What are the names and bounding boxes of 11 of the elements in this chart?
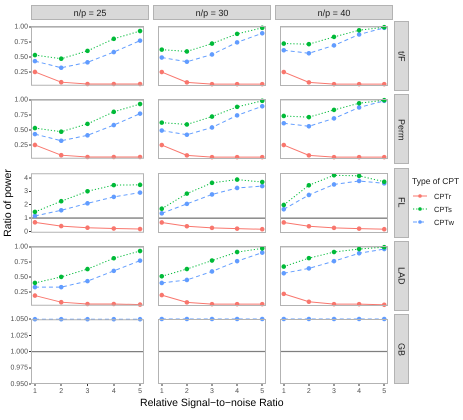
y2-axis-title: GB [396, 342, 406, 356]
chart-title: n/p = 40 [275, 5, 393, 20]
chart-title: n/p = 25 [31, 5, 149, 20]
legend-title: Type of CPT [412, 176, 460, 186]
y2-axis-title: LAD [396, 267, 406, 285]
y2-axis-title: Perm [396, 118, 406, 140]
y2-axis-title: FL [396, 197, 406, 208]
x-axis-title: Relative Signal−to−noise Ratio [140, 397, 284, 410]
y-axis-title: Ratio of power [2, 168, 14, 236]
chart-title: n/p = 30 [153, 5, 271, 20]
y2-axis-title: t/F [396, 50, 406, 62]
